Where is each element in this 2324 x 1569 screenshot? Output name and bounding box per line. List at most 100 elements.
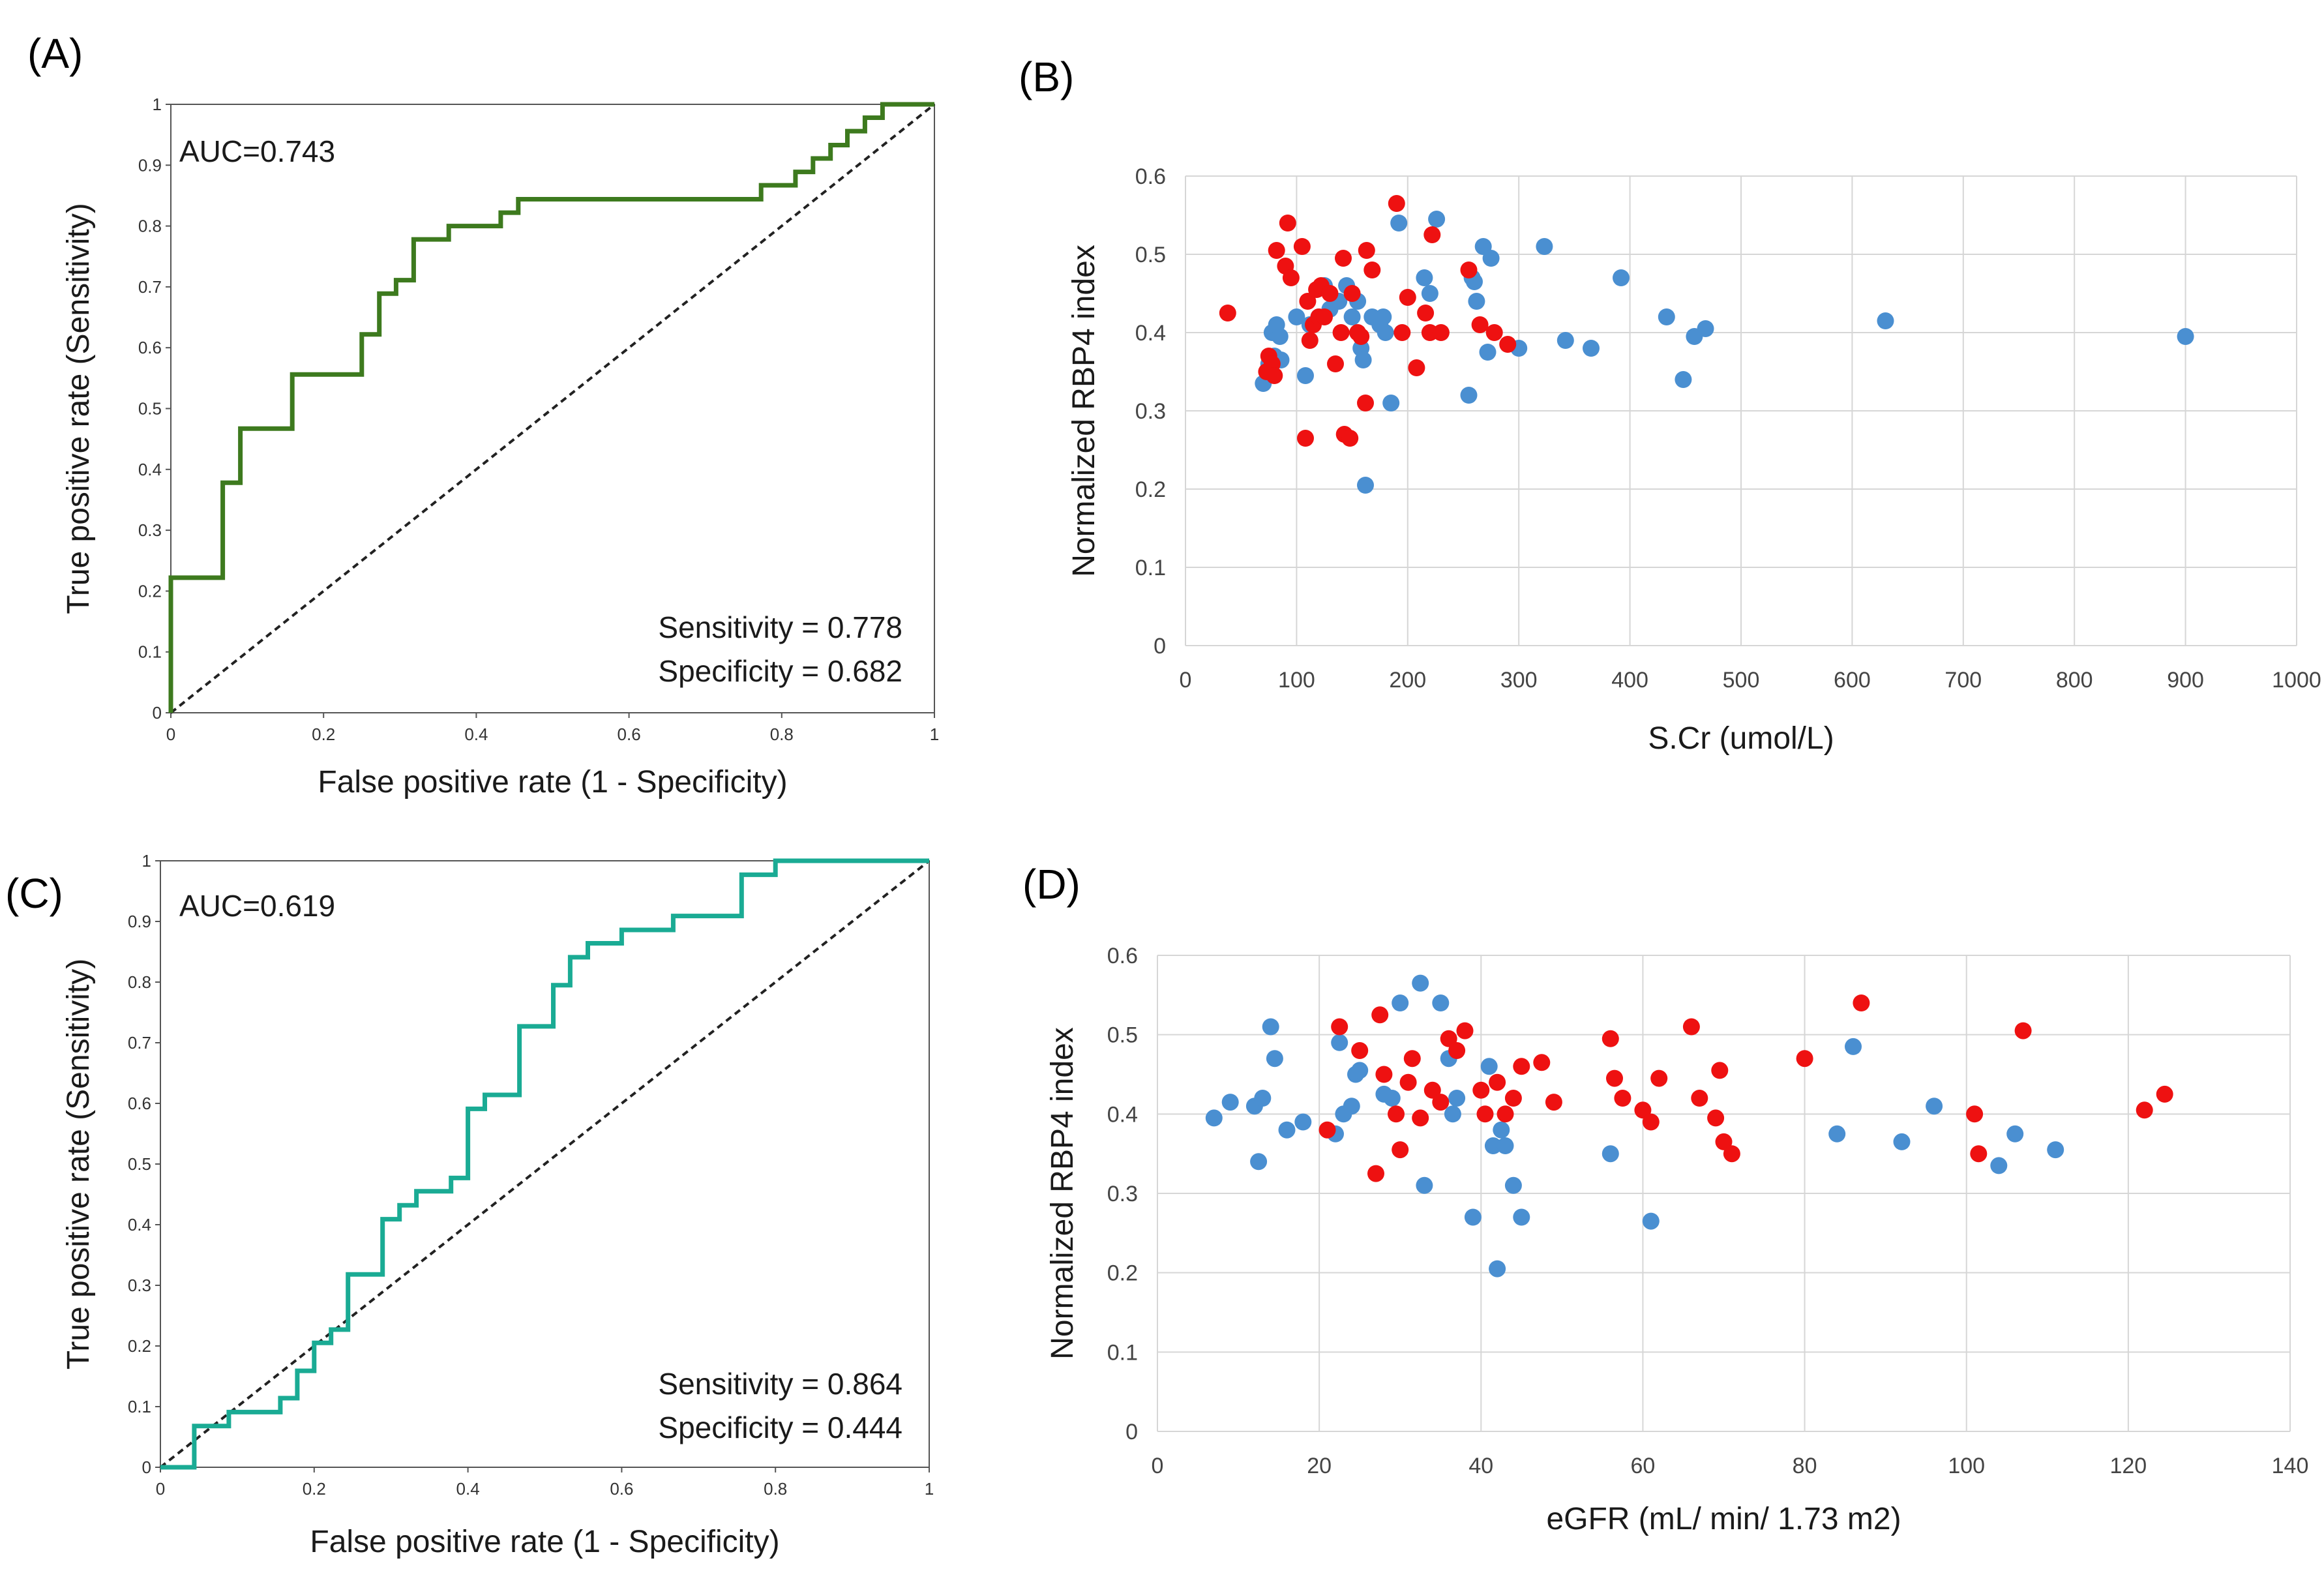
x-tick-label: 0 <box>156 1479 165 1499</box>
blue-data-point <box>1351 1062 1369 1079</box>
blue-data-point <box>1377 324 1394 341</box>
red-data-point <box>1299 293 1317 310</box>
red-data-point <box>1504 1090 1522 1107</box>
x-tick-label: 0.8 <box>764 1479 787 1499</box>
red-data-point <box>1796 1050 1813 1068</box>
blue-data-point <box>1557 332 1574 349</box>
y-axis-title: Normalized RBP4 index <box>1067 245 1101 577</box>
y-axis-title: True positive rate (Sensitivity) <box>61 959 96 1369</box>
blue-data-point <box>1601 1145 1619 1163</box>
y-tick-label: 0.4 <box>138 460 162 479</box>
blue-data-point <box>1421 285 1438 302</box>
scatter-chart-d: 0 0.1 0.2 0.3 0.4 0.5 0.6 0 20 40 60 80 100 120 140 eGF… <box>1045 944 2308 1536</box>
blue-data-point <box>1278 1121 1296 1139</box>
y-tick-label: 0.6 <box>1107 944 1138 968</box>
panel-label-c: (C) <box>5 870 63 917</box>
reference-diagonal-line <box>159 859 931 1469</box>
red-data-point <box>1301 332 1318 349</box>
x-tick-label: 0.6 <box>618 725 641 744</box>
x-axis-title: eGFR (mL/ min/ 1.73 m2) <box>1546 1502 1901 1536</box>
blue-data-point <box>1294 1113 1312 1131</box>
panel-label-b: (B) <box>1019 53 1074 100</box>
blue-data-point <box>1828 1125 1846 1143</box>
red-data-point <box>1332 324 1350 341</box>
y-tick-label: 0.1 <box>1135 556 1166 580</box>
blue-data-point <box>1357 477 1374 494</box>
blue-data-point <box>1513 1208 1530 1226</box>
red-data-point <box>1341 430 1359 447</box>
x-tick-label: 20 <box>1307 1454 1332 1478</box>
red-data-point <box>1318 1121 1336 1139</box>
blue-data-point <box>1489 1260 1506 1278</box>
red-data-point <box>2156 1085 2173 1103</box>
blue-data-point <box>1482 250 1500 267</box>
y-tick-label: 0.9 <box>128 912 151 931</box>
red-data-point <box>1293 238 1311 255</box>
blue-data-point <box>1390 215 1408 232</box>
x-tick-label: 0 <box>166 725 175 744</box>
y-tick-label: 0 <box>142 1457 151 1477</box>
y-tick-label: 0.2 <box>1135 477 1166 502</box>
x-tick-label: 40 <box>1468 1454 1493 1478</box>
red-data-point <box>1432 324 1450 341</box>
x-tick-label: 60 <box>1631 1454 1656 1478</box>
red-data-point <box>1392 1141 1409 1159</box>
y-tick-label: 0.4 <box>128 1215 151 1234</box>
blue-data-point <box>1675 371 1692 388</box>
y-tick-label: 0.2 <box>138 581 162 601</box>
y-tick-label: 0.1 <box>1107 1340 1138 1365</box>
blue-data-point <box>2177 328 2194 345</box>
x-tick-label: 700 <box>1944 668 1982 693</box>
x-tick-label: 100 <box>1278 668 1315 693</box>
red-data-point <box>1966 1105 1984 1123</box>
red-data-point <box>1403 1050 1421 1068</box>
auc-annotation: AUC=0.743 <box>179 134 335 168</box>
x-tick-label: 80 <box>1793 1454 1817 1478</box>
red-series <box>1219 195 1517 447</box>
red-data-point <box>1412 1109 1429 1127</box>
blue-data-point <box>1448 1090 1466 1107</box>
red-data-point <box>1399 1073 1417 1091</box>
x-tick-label: 1 <box>925 1479 934 1499</box>
red-data-point <box>1351 1042 1369 1059</box>
red-data-point <box>1399 289 1416 306</box>
blue-data-point <box>1493 1121 1510 1139</box>
blue-data-point <box>1343 1098 1360 1115</box>
blue-data-point <box>1990 1157 2008 1174</box>
y-axis-title: Normalized RBP4 index <box>1045 1027 1080 1360</box>
blue-data-point <box>1479 344 1497 361</box>
blue-data-point <box>1428 211 1446 228</box>
auc-annotation: AUC=0.619 <box>179 889 335 923</box>
red-data-point <box>1691 1090 1708 1107</box>
red-data-point <box>1363 262 1381 278</box>
red-data-point <box>1357 395 1374 411</box>
blue-series <box>1255 211 2194 494</box>
red-data-point <box>1711 1062 1729 1079</box>
blue-data-point <box>1331 1034 1348 1051</box>
x-tick-label: 100 <box>1948 1454 1985 1478</box>
x-tick-label: 0.2 <box>312 725 335 744</box>
red-data-point <box>2014 1022 2032 1039</box>
red-data-point <box>1853 994 1870 1011</box>
blue-data-point <box>1271 328 1289 345</box>
blue-data-point <box>1893 1133 1911 1150</box>
red-data-point <box>1219 305 1236 321</box>
red-data-point <box>1388 1105 1405 1123</box>
blue-data-point <box>2006 1125 2024 1143</box>
x-tick-label: 1000 <box>2272 668 2321 693</box>
red-data-point <box>1279 215 1296 232</box>
red-data-point <box>1343 285 1361 302</box>
red-data-point <box>1371 1006 1389 1024</box>
y-tick-label: 0 <box>1125 1420 1138 1444</box>
red-data-point <box>1545 1094 1562 1111</box>
blue-data-point <box>1412 974 1429 992</box>
blue-data-point <box>1416 1176 1433 1194</box>
y-tick-label: 0.5 <box>1107 1023 1138 1048</box>
blue-data-point <box>1642 1212 1660 1230</box>
reference-diagonal-line <box>170 103 936 714</box>
blue-data-point <box>1926 1098 1943 1115</box>
red-data-point <box>1460 262 1478 278</box>
x-tick-label: 120 <box>2109 1454 2147 1478</box>
y-tick-label: 0.5 <box>128 1154 151 1174</box>
